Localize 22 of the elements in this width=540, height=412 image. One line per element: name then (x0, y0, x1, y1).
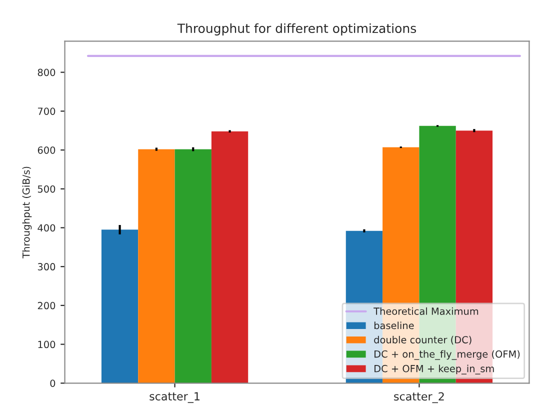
legend-label: Theoretical Maximum (374, 307, 478, 315)
y-tick-label: 200 (38, 302, 56, 310)
y-tick-label: 800 (38, 68, 56, 76)
legend-label: double counter (DC) (374, 336, 472, 345)
y-tick-label: 0 (50, 380, 56, 387)
y-axis-title: Throughput (GiB/s) (22, 166, 32, 258)
legend-label: DC + on_the_fly_merge (OFM) (374, 350, 520, 360)
legend-label: baseline (374, 322, 414, 330)
y-tick-label: 500 (38, 185, 56, 193)
y-tick-label: 400 (38, 224, 56, 232)
y-tick-label: 700 (38, 108, 56, 115)
chart-title: Througphut for different optimizations (177, 23, 416, 36)
legend-label: DC + OFM + keep_in_sm (374, 364, 494, 374)
bar (138, 149, 175, 384)
x-tick-label: scatter_1 (150, 392, 200, 403)
y-tick-label: 300 (38, 263, 56, 270)
x-tick-label: scatter_2 (394, 392, 444, 404)
y-tick-label: 100 (38, 340, 56, 348)
bar (101, 230, 138, 384)
bar (211, 131, 248, 384)
bar (174, 149, 212, 384)
y-tick-label: 600 (38, 146, 56, 154)
